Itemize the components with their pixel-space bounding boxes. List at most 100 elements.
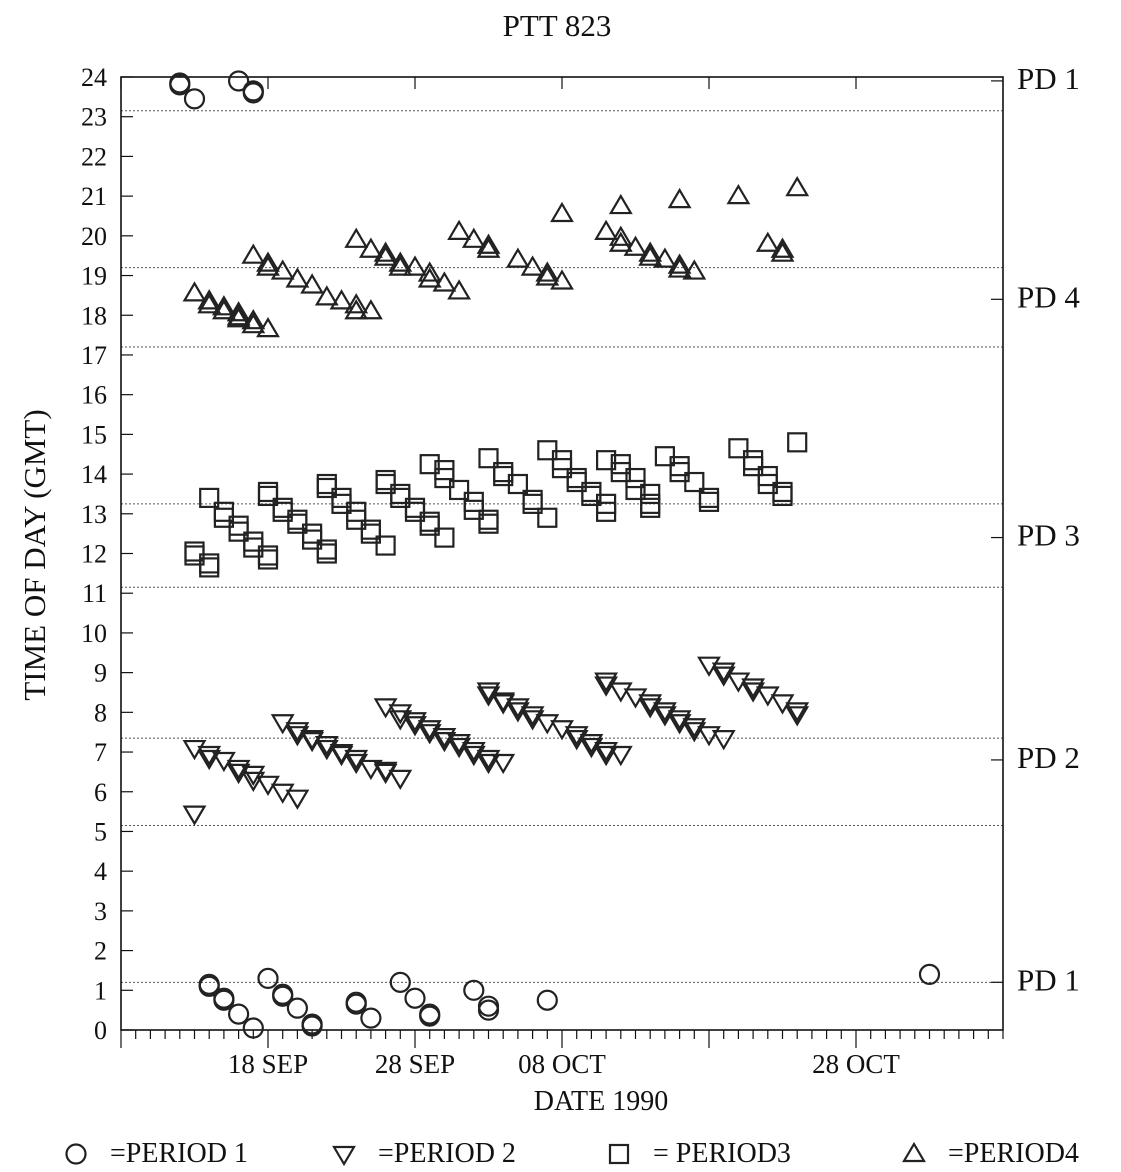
data-point (491, 753, 516, 775)
data-point (345, 993, 367, 1015)
data-point (197, 749, 222, 771)
data-point (241, 243, 266, 264)
data-point (417, 267, 442, 288)
data-point (785, 176, 810, 197)
series-triangle-up (182, 176, 810, 338)
data-point (329, 289, 354, 310)
data-point (476, 682, 501, 703)
period-boundary-lines (121, 110, 1003, 983)
x-tick-label: 18 SEP (228, 1049, 308, 1079)
y-tick-label: 20 (81, 222, 107, 251)
y-tick-label: 8 (94, 698, 107, 727)
data-point (520, 710, 545, 731)
data-point (388, 251, 413, 272)
data-point (182, 805, 207, 826)
y-tick-label: 5 (94, 817, 107, 846)
data-point (550, 201, 574, 223)
series-circle (169, 70, 941, 1039)
data-point (358, 759, 383, 781)
data-point (594, 741, 619, 763)
data-point (285, 267, 310, 288)
y-tick-label: 22 (81, 142, 107, 171)
data-point (419, 1005, 441, 1027)
data-point (358, 299, 383, 320)
data-point (608, 745, 633, 767)
data-point (199, 557, 220, 578)
data-point (785, 706, 810, 727)
y-tick-label: 0 (94, 1016, 107, 1045)
data-point (314, 285, 339, 306)
data-point (770, 237, 795, 258)
data-point (285, 789, 310, 810)
data-point (755, 231, 780, 252)
data-point (404, 987, 426, 1009)
data-point (228, 1003, 250, 1025)
data-point (536, 989, 558, 1011)
data-point (476, 753, 501, 775)
data-point (447, 219, 472, 240)
legend-label: =PERIOD 1 (110, 1138, 248, 1169)
data-point (256, 255, 280, 276)
data-point (403, 255, 427, 276)
data-point (463, 979, 485, 1001)
y-tick-label: 23 (81, 103, 107, 132)
data-point (182, 281, 207, 302)
data-point (256, 251, 280, 272)
data-point (535, 261, 560, 282)
data-point (242, 82, 264, 104)
data-point (608, 225, 633, 246)
data-point (535, 265, 560, 286)
data-point (344, 227, 369, 248)
data-point (625, 479, 646, 501)
data-point (476, 237, 501, 258)
data-point (449, 479, 470, 501)
data-point (726, 183, 751, 205)
data-point (520, 255, 545, 276)
legend-symbol (608, 1143, 630, 1165)
data-point (682, 722, 707, 743)
data-point (198, 975, 220, 997)
legend-label: = PERIOD3 (653, 1138, 791, 1169)
data-point (242, 1017, 264, 1039)
y-tick-label: 9 (94, 659, 107, 688)
y-tick-label: 14 (81, 460, 107, 489)
data-point (772, 485, 793, 507)
data-point (478, 448, 499, 469)
data-point (183, 88, 206, 110)
y-tick-label: 19 (81, 262, 107, 291)
data-point (608, 231, 633, 252)
data-point (652, 247, 677, 268)
data-point (213, 989, 235, 1011)
data-point (432, 271, 457, 292)
data-point (169, 74, 191, 96)
data-point (241, 771, 266, 793)
data-point (344, 749, 369, 771)
data-point (477, 995, 500, 1017)
data-point (373, 245, 398, 266)
data-point (667, 257, 692, 278)
data-point (741, 682, 766, 703)
data-point (918, 963, 941, 986)
legend-label: =PERIOD 2 (378, 1138, 516, 1169)
data-point (344, 293, 369, 314)
period-label: PD 4 (1017, 279, 1080, 314)
data-point (623, 235, 648, 256)
data-point (537, 507, 558, 528)
data-points (169, 70, 941, 1039)
data-point (505, 247, 530, 268)
x-tick-label: 28 OCT (812, 1049, 900, 1079)
period-label: PD 3 (1017, 518, 1080, 553)
data-point (461, 227, 486, 248)
data-point (476, 233, 501, 254)
data-point (550, 269, 574, 290)
y-tick-label: 6 (94, 778, 107, 807)
data-point (270, 259, 295, 280)
data-point (638, 245, 663, 266)
data-point (344, 299, 369, 320)
data-point (199, 487, 220, 509)
data-point (507, 473, 528, 495)
data-point (608, 193, 633, 215)
data-point (286, 997, 308, 1019)
data-point (434, 527, 455, 548)
